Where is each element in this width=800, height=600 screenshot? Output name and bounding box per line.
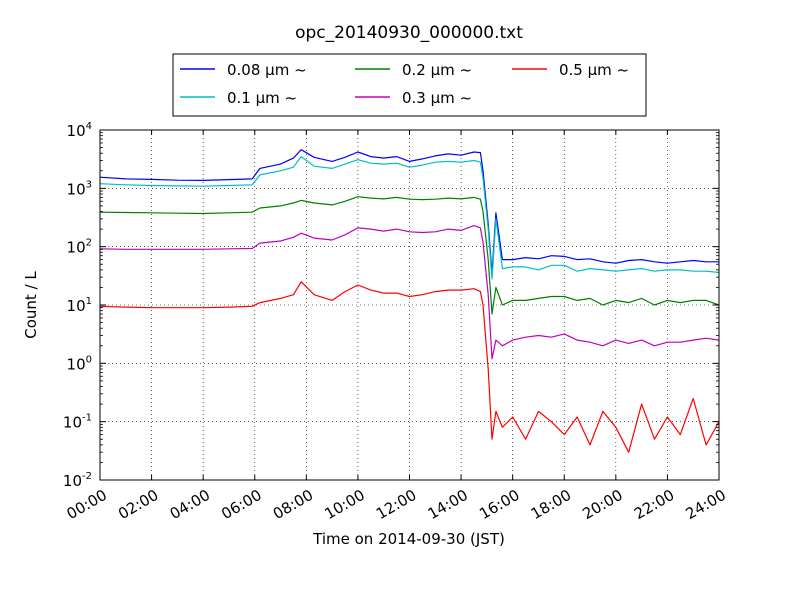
y-tick-label: 103 <box>67 179 92 198</box>
series-line <box>99 225 720 360</box>
series-line <box>99 196 720 315</box>
y-tick-label: 101 <box>67 296 92 315</box>
y-tick-label: 10-1 <box>63 413 92 432</box>
legend-label: 0.1 μm ~ <box>227 89 297 107</box>
series-lines <box>99 149 720 453</box>
y-tick-label: 102 <box>67 238 92 257</box>
x-tick-label: 00:00 <box>64 486 110 523</box>
legend-label: 0.5 μm ~ <box>559 61 629 79</box>
x-tick-label: 18:00 <box>528 486 574 523</box>
x-tick-label: 20:00 <box>579 486 625 523</box>
y-tick-label: 104 <box>67 121 92 140</box>
y-tick-label: 10-2 <box>63 471 92 490</box>
x-tick-labels: 00:00 02:00 04:00 06:00 08:00 10:00 12:00 14:00… <box>64 486 729 523</box>
x-axis-label: Time on 2014-09-30 (JST) <box>312 530 505 548</box>
legend-frame <box>172 53 647 117</box>
x-tick-label: 22:00 <box>631 486 677 523</box>
x-tick-label: 14:00 <box>425 486 471 523</box>
x-tick-label: 10:00 <box>321 486 367 523</box>
x-tick-label: 24:00 <box>683 486 729 523</box>
x-tick-label: 04:00 <box>167 486 213 523</box>
series-line <box>99 281 720 453</box>
x-tick-label: 12:00 <box>373 486 419 523</box>
legend-label: 0.3 μm ~ <box>402 89 472 107</box>
chart-title: opc_20140930_000000.txt <box>295 23 523 43</box>
x-tick-label: 16:00 <box>476 486 522 523</box>
series-line <box>99 149 719 274</box>
grid-lines <box>100 130 719 480</box>
y-tick-label: 100 <box>67 354 92 373</box>
y-tick-labels: 10-2 10-1 100 101 102 103 104 <box>63 121 92 490</box>
legend-label: 0.08 μm ~ <box>227 61 307 79</box>
y-axis-label: Count / L <box>22 271 40 339</box>
x-tick-label: 08:00 <box>270 486 316 523</box>
legend-label: 0.2 μm ~ <box>402 61 472 79</box>
x-tick-label: 06:00 <box>218 486 264 523</box>
axis-ticks <box>99 129 720 481</box>
x-tick-label: 02:00 <box>115 486 161 523</box>
legend: 0.08 μm ~ 0.1 μm ~ 0.2 μm ~ 0.3 μm ~ 0.5 μm … <box>172 53 647 117</box>
series-line <box>99 156 720 280</box>
